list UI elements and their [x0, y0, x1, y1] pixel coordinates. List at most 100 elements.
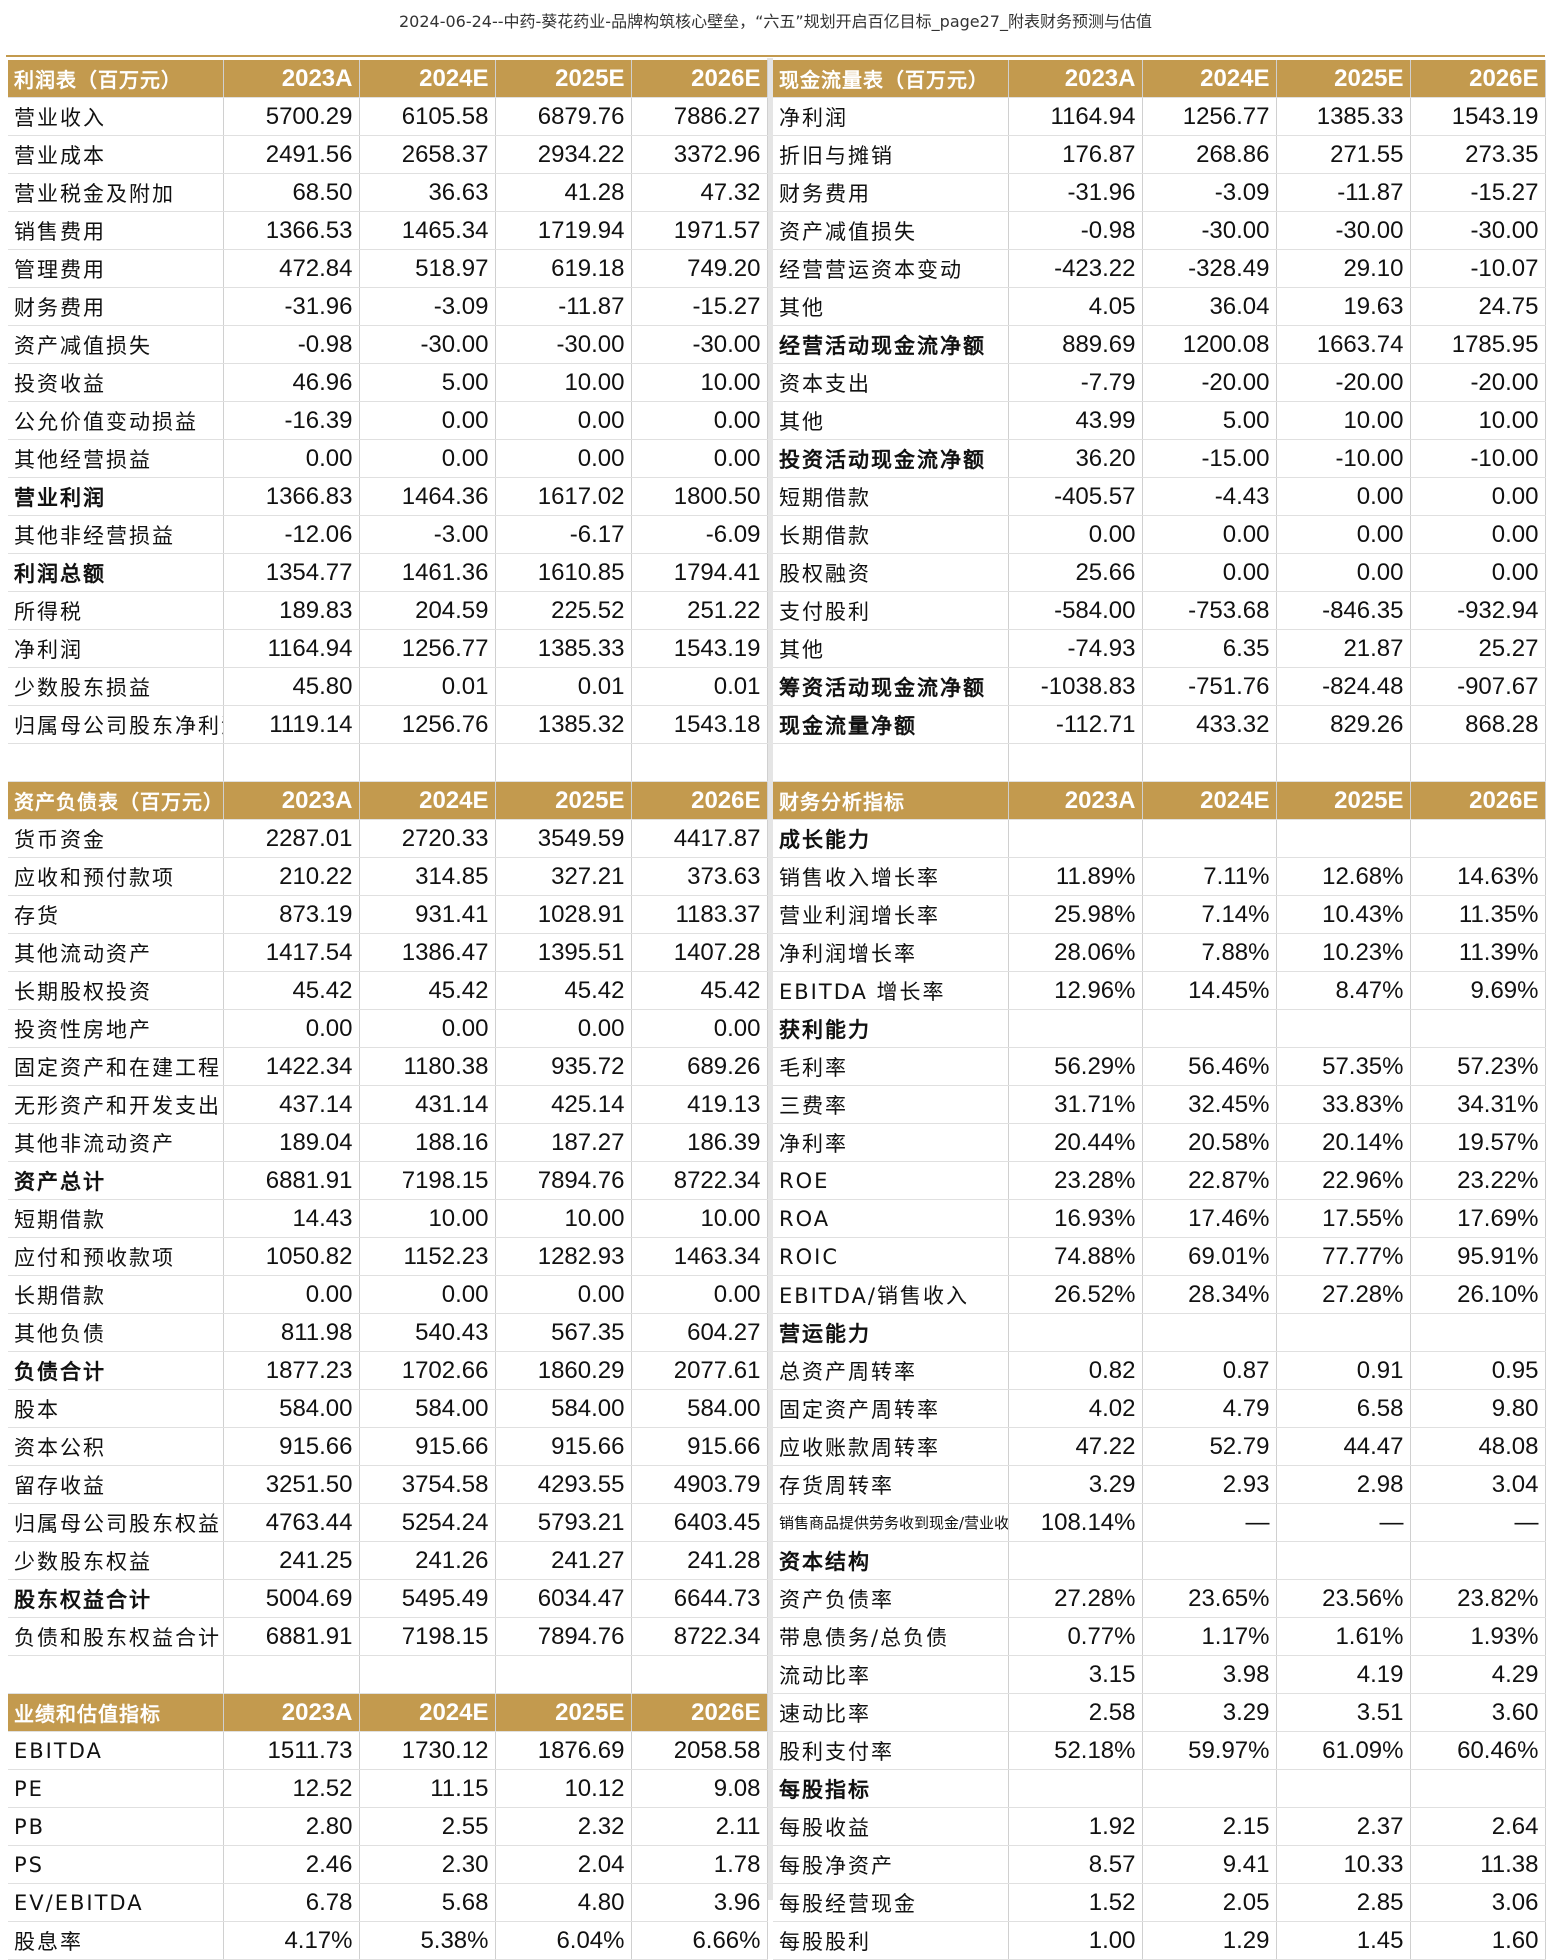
value-cell: 1385.32	[495, 705, 632, 744]
row-label: 资本支出	[773, 363, 1009, 402]
row-label: 净利率	[773, 1123, 1009, 1162]
value-cell: 10.00	[1410, 401, 1546, 440]
value-cell: 204.59	[359, 591, 496, 630]
value-cell: 241.25	[223, 1541, 360, 1580]
value-cell: 0.00	[1410, 477, 1546, 516]
cashflow-header-row: 现金流量表（百万元） 2023A 2024E 2025E 2026E	[773, 60, 1546, 98]
value-cell: 2.32	[495, 1807, 632, 1846]
value-cell	[1008, 1769, 1143, 1808]
year-header: 2026E	[631, 1693, 768, 1732]
value-cell: 584.00	[223, 1389, 360, 1428]
value-cell: 1610.85	[495, 553, 632, 592]
value-cell: 1794.41	[631, 553, 768, 592]
value-cell: 1256.77	[359, 629, 496, 668]
value-cell: 6879.76	[495, 97, 632, 136]
value-cell: -10.00	[1276, 439, 1411, 478]
value-cell: 4.80	[495, 1883, 632, 1922]
row-label: 销售收入增长率	[773, 857, 1009, 896]
value-cell: -3.09	[359, 287, 496, 326]
value-cell: 25.98%	[1008, 895, 1143, 934]
value-cell: 8722.34	[631, 1161, 768, 1200]
table-row: 货币资金 2287.01 2720.33 3549.59 4417.87	[8, 819, 768, 858]
table-row: EBITDA 1511.73 1730.12 1876.69 2058.58	[8, 1731, 768, 1770]
row-label: 每股经营现金	[773, 1883, 1009, 1922]
table-row: 每股净资产 8.57 9.41 10.33 11.38	[773, 1845, 1546, 1884]
value-cell: 2.55	[359, 1807, 496, 1846]
value-cell: 5004.69	[223, 1579, 360, 1618]
value-cell: 189.83	[223, 591, 360, 630]
table-row: 利润总额 1354.77 1461.36 1610.85 1794.41	[8, 553, 768, 592]
value-cell: —	[1410, 1503, 1546, 1542]
row-label: 销售商品提供劳务收到现金/营业收入	[773, 1503, 1009, 1542]
value-cell: 7198.15	[359, 1161, 496, 1200]
value-cell: 518.97	[359, 249, 496, 288]
table-row: 其他 4.05 36.04 19.63 24.75	[773, 287, 1546, 326]
value-cell: 45.42	[631, 971, 768, 1010]
year-header: 2026E	[1410, 60, 1546, 98]
value-cell: 10.00	[495, 1199, 632, 1238]
table-row: 营业收入 5700.29 6105.58 6879.76 7886.27	[8, 97, 768, 136]
value-cell: 9.69%	[1410, 971, 1546, 1010]
value-cell: 0.00	[1410, 553, 1546, 592]
row-label: 长期股权投资	[8, 971, 224, 1010]
value-cell: 210.22	[223, 857, 360, 896]
year-header: 2025E	[1276, 781, 1411, 820]
value-cell: 27.28%	[1276, 1275, 1411, 1314]
document-title: 2024-06-24--中药-葵花药业-品牌构筑核心壁垒，“六五”规划开启百亿目…	[399, 12, 1152, 31]
value-cell: 7894.76	[495, 1617, 632, 1656]
value-cell: 4293.55	[495, 1465, 632, 1504]
value-cell: 2934.22	[495, 135, 632, 174]
row-label: 归属母公司股东净利润	[8, 705, 224, 744]
value-cell: 48.08	[1410, 1427, 1546, 1466]
value-cell: 2.05	[1142, 1883, 1277, 1922]
value-cell: 68.50	[223, 173, 360, 212]
table-row: 资产总计 6881.91 7198.15 7894.76 8722.34	[8, 1161, 768, 1200]
table-row: 应付和预收款项 1050.82 1152.23 1282.93 1463.34	[8, 1237, 768, 1276]
row-label: EBITDA/销售收入	[773, 1275, 1009, 1314]
table-row: 每股股利 1.00 1.29 1.45 1.60	[773, 1921, 1546, 1960]
value-cell: 23.56%	[1276, 1579, 1411, 1618]
table-row: 资产减值损失 -0.98 -30.00 -30.00 -30.00	[8, 325, 768, 364]
value-cell: 17.46%	[1142, 1199, 1277, 1238]
empty-cell	[1276, 743, 1411, 782]
value-cell: 17.55%	[1276, 1199, 1411, 1238]
value-cell: 3549.59	[495, 819, 632, 858]
empty-cell	[1142, 743, 1277, 782]
value-cell: 46.96	[223, 363, 360, 402]
balance-table-title: 资产负债表（百万元）	[8, 781, 224, 820]
row-label: 毛利率	[773, 1047, 1009, 1086]
row-label: 其他	[773, 629, 1009, 668]
row-label: 留存收益	[8, 1465, 224, 1504]
value-cell: 14.43	[223, 1199, 360, 1238]
value-cell: 19.63	[1276, 287, 1411, 326]
value-cell: 52.18%	[1008, 1731, 1143, 1770]
row-label: PS	[8, 1845, 224, 1884]
value-cell: 7886.27	[631, 97, 768, 136]
value-cell: 6881.91	[223, 1617, 360, 1656]
row-label: PB	[8, 1807, 224, 1846]
value-cell: 56.46%	[1142, 1047, 1277, 1086]
value-cell: -932.94	[1410, 591, 1546, 630]
row-label: 无形资产和开发支出	[8, 1085, 224, 1124]
table-row: 财务费用 -31.96 -3.09 -11.87 -15.27	[8, 287, 768, 326]
table-row: 存货 873.19 931.41 1028.91 1183.37	[8, 895, 768, 934]
row-label: 长期借款	[773, 515, 1009, 554]
row-label: 归属母公司股东权益	[8, 1503, 224, 1542]
value-cell: 20.14%	[1276, 1123, 1411, 1162]
value-cell: 57.35%	[1276, 1047, 1411, 1086]
value-cell: 26.52%	[1008, 1275, 1143, 1314]
value-cell: -6.17	[495, 515, 632, 554]
value-cell: 2491.56	[223, 135, 360, 174]
row-label: 成长能力	[773, 819, 1009, 858]
value-cell: 5793.21	[495, 1503, 632, 1542]
row-label: 营运能力	[773, 1313, 1009, 1352]
row-label: 支付股利	[773, 591, 1009, 630]
year-header: 2023A	[223, 1693, 360, 1732]
income-table-title: 利润表（百万元）	[8, 60, 224, 98]
value-cell: 1.17%	[1142, 1617, 1277, 1656]
value-cell: 31.71%	[1008, 1085, 1143, 1124]
value-cell: 6403.45	[631, 1503, 768, 1542]
value-cell: 12.52	[223, 1769, 360, 1808]
table-row: EV/EBITDA 6.78 5.68 4.80 3.96	[8, 1883, 768, 1922]
row-label: 资本公积	[8, 1427, 224, 1466]
